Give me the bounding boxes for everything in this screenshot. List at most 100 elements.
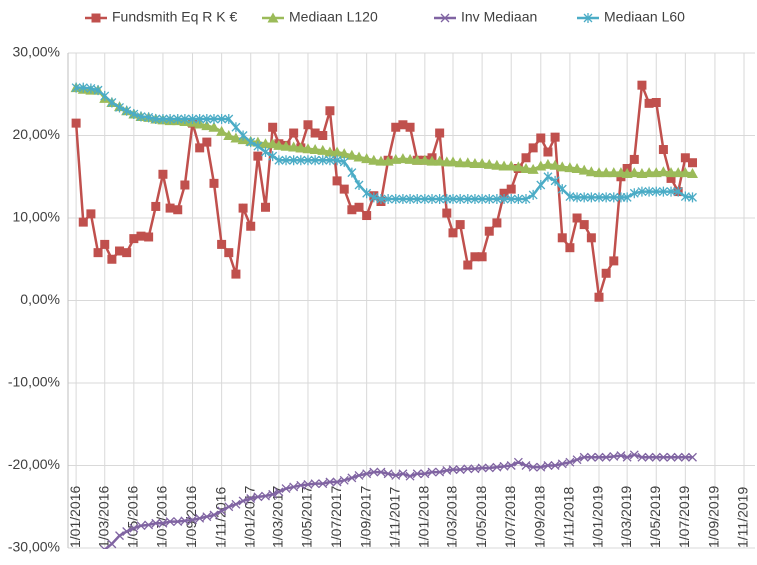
marker [397, 153, 409, 164]
marker [583, 13, 593, 23]
marker [557, 184, 567, 195]
marker [217, 506, 227, 516]
marker [622, 192, 632, 203]
marker [268, 489, 278, 499]
marker [151, 518, 161, 528]
marker [317, 144, 329, 155]
marker [324, 146, 336, 157]
x-tick-label: 1/03/2017 [270, 486, 286, 548]
marker [201, 120, 213, 131]
marker [180, 516, 190, 526]
marker [505, 160, 517, 171]
marker [289, 155, 299, 166]
legend-label: Fundsmith Eq R K € [112, 9, 237, 25]
marker [362, 469, 372, 479]
marker [289, 482, 299, 492]
marker [594, 292, 604, 302]
marker [289, 128, 299, 138]
marker [310, 128, 320, 138]
marker [158, 169, 168, 179]
x-tick-label: 1/09/2016 [183, 486, 199, 548]
marker [609, 256, 619, 266]
marker [224, 502, 234, 512]
marker [644, 452, 654, 462]
marker [78, 217, 88, 227]
marker [586, 192, 596, 203]
marker [375, 155, 387, 166]
marker [261, 202, 271, 212]
marker [565, 191, 575, 202]
marker [521, 153, 531, 163]
marker [122, 105, 132, 116]
marker [231, 269, 241, 279]
x-tick-label: 1/11/2016 [212, 487, 228, 548]
x-tick-label: 1/03/2018 [444, 486, 460, 548]
marker [448, 228, 458, 238]
marker [527, 163, 539, 174]
marker [499, 194, 509, 205]
y-tick-label: 10,00% [13, 209, 60, 225]
x-tick-label: 1/01/2018 [416, 486, 432, 548]
marker [310, 479, 320, 489]
marker [188, 114, 197, 124]
marker [325, 477, 335, 487]
marker [369, 467, 379, 477]
marker [151, 114, 161, 124]
marker [447, 156, 459, 167]
marker [339, 184, 349, 194]
marker [601, 268, 611, 278]
marker [71, 82, 81, 93]
y-tick-label: -30,00% [8, 539, 60, 555]
marker [318, 155, 328, 166]
marker [506, 194, 516, 205]
marker [609, 192, 619, 203]
marker [303, 480, 313, 489]
marker [129, 109, 139, 120]
marker [637, 80, 647, 90]
marker [448, 465, 458, 475]
marker [173, 205, 183, 215]
marker [673, 452, 683, 462]
marker [405, 471, 415, 481]
marker [302, 143, 314, 154]
marker [609, 451, 619, 461]
marker [231, 499, 241, 509]
marker [202, 114, 212, 124]
marker [165, 517, 175, 527]
x-tick-label: 1/03/2016 [95, 486, 111, 548]
marker [600, 167, 612, 178]
marker [550, 132, 560, 142]
marker [484, 226, 494, 236]
marker [216, 125, 228, 136]
marker [224, 114, 234, 124]
marker [188, 515, 197, 525]
marker [261, 491, 270, 501]
marker [238, 496, 248, 506]
marker [129, 234, 139, 244]
marker [651, 452, 661, 462]
legend-label: Inv Mediaan [461, 9, 537, 25]
marker [144, 520, 154, 530]
marker [331, 146, 343, 157]
marker [246, 494, 256, 503]
marker [405, 122, 415, 132]
x-tick-label: 1/07/2017 [328, 486, 344, 548]
marker [572, 213, 582, 223]
x-tick-label: 1/01/2016 [67, 486, 83, 548]
marker [658, 145, 668, 155]
marker [354, 202, 364, 212]
marker [338, 148, 350, 159]
marker [91, 13, 101, 23]
x-tick-label: 1/11/2017 [386, 487, 402, 548]
marker [230, 132, 242, 143]
marker [666, 452, 676, 462]
marker [506, 184, 516, 194]
marker [280, 140, 292, 151]
marker [195, 513, 205, 523]
marker [666, 186, 676, 197]
marker [426, 155, 438, 166]
marker [346, 149, 358, 160]
marker [455, 194, 465, 205]
marker [435, 467, 445, 477]
